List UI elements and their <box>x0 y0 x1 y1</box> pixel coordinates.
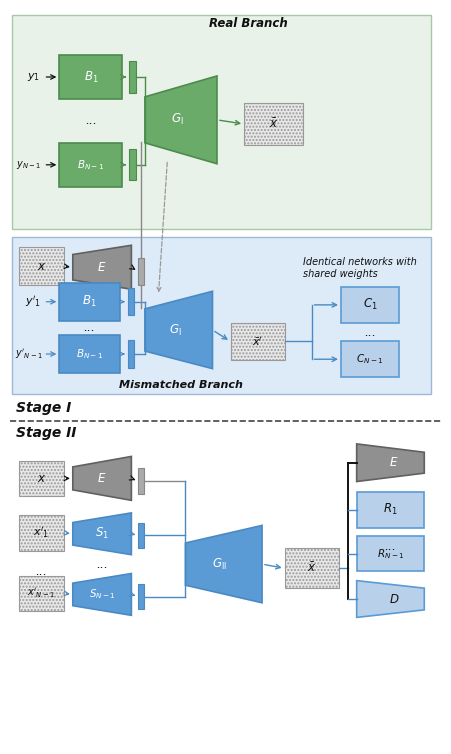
Bar <box>244 103 302 145</box>
Bar <box>138 523 144 548</box>
Text: $\bar{x}$: $\bar{x}$ <box>306 562 316 575</box>
Bar <box>18 515 64 550</box>
Bar <box>138 258 144 285</box>
Text: ...: ... <box>83 321 96 334</box>
Text: $G_\mathrm{I}$: $G_\mathrm{I}$ <box>170 112 183 127</box>
Text: $\bar{x}'$: $\bar{x}'$ <box>252 335 262 348</box>
Bar <box>18 461 64 496</box>
Bar <box>18 247 64 285</box>
Bar <box>230 323 284 360</box>
Text: $y_1$: $y_1$ <box>27 71 40 83</box>
Polygon shape <box>145 76 216 164</box>
Text: $E$: $E$ <box>388 456 398 469</box>
Polygon shape <box>185 526 262 602</box>
Bar <box>284 548 338 588</box>
Bar <box>128 288 134 315</box>
Bar <box>340 287 399 323</box>
Text: $R_1$: $R_1$ <box>382 502 397 517</box>
Bar <box>59 55 122 99</box>
Polygon shape <box>356 444 423 482</box>
Text: $x$: $x$ <box>37 259 46 273</box>
Bar <box>340 342 399 377</box>
Text: ...: ... <box>85 115 97 127</box>
Bar <box>18 515 64 550</box>
Text: $B_1$: $B_1$ <box>82 294 97 309</box>
Text: $y'_1$: $y'_1$ <box>25 294 41 309</box>
Text: $x'_1$: $x'_1$ <box>33 526 49 540</box>
Text: $G_\mathrm{I}$: $G_\mathrm{I}$ <box>169 323 181 338</box>
Bar <box>356 492 423 528</box>
Bar <box>18 575 64 611</box>
Polygon shape <box>356 581 423 618</box>
Text: $y'_{N-1}$: $y'_{N-1}$ <box>15 347 42 361</box>
Bar <box>356 536 423 572</box>
Bar <box>59 143 122 187</box>
FancyBboxPatch shape <box>12 15 430 228</box>
Polygon shape <box>73 456 131 501</box>
Bar <box>129 149 136 180</box>
Text: ...: ... <box>96 558 108 571</box>
Text: $E$: $E$ <box>97 261 106 274</box>
Text: ...: ... <box>35 565 47 578</box>
Bar <box>18 247 64 285</box>
Text: ...: ... <box>384 540 396 553</box>
Bar <box>128 340 134 368</box>
Text: Real Branch: Real Branch <box>209 17 287 30</box>
FancyBboxPatch shape <box>12 237 430 394</box>
Polygon shape <box>145 291 212 369</box>
Text: Identical networks with
shared weights: Identical networks with shared weights <box>302 257 415 279</box>
Bar <box>138 468 144 494</box>
Polygon shape <box>73 574 131 615</box>
Text: ...: ... <box>364 326 375 339</box>
Text: $R_{N-1}$: $R_{N-1}$ <box>376 547 403 560</box>
Bar <box>59 283 120 320</box>
Bar <box>284 548 338 588</box>
Text: Mismatched Branch: Mismatched Branch <box>119 379 242 390</box>
Bar <box>59 336 120 372</box>
Bar <box>230 323 284 360</box>
Text: $S_{N-1}$: $S_{N-1}$ <box>88 587 115 602</box>
Bar <box>129 61 136 93</box>
Bar <box>18 575 64 611</box>
Text: $S_1$: $S_1$ <box>95 526 109 541</box>
Text: $B_{N-1}$: $B_{N-1}$ <box>77 158 104 172</box>
Text: $B_1$: $B_1$ <box>83 69 98 84</box>
Bar <box>244 103 302 145</box>
Text: $D$: $D$ <box>388 593 398 605</box>
Text: $C_{N-1}$: $C_{N-1}$ <box>356 352 383 366</box>
Bar <box>18 461 64 496</box>
Text: $B_{N-1}$: $B_{N-1}$ <box>76 347 103 361</box>
Text: $x'_{N-1}$: $x'_{N-1}$ <box>27 587 55 600</box>
Text: Stage I: Stage I <box>16 401 72 415</box>
Bar <box>138 584 144 609</box>
Text: Stage II: Stage II <box>16 427 77 440</box>
Polygon shape <box>73 513 131 555</box>
Text: $G_\mathrm{II}$: $G_\mathrm{II}$ <box>212 556 227 572</box>
Text: $C_1$: $C_1$ <box>362 297 377 312</box>
Polygon shape <box>73 245 131 290</box>
Text: $E$: $E$ <box>97 472 106 485</box>
Text: $y_{N-1}$: $y_{N-1}$ <box>16 159 41 171</box>
Text: $x$: $x$ <box>37 472 46 485</box>
Text: $\bar{x}$: $\bar{x}$ <box>268 118 277 130</box>
